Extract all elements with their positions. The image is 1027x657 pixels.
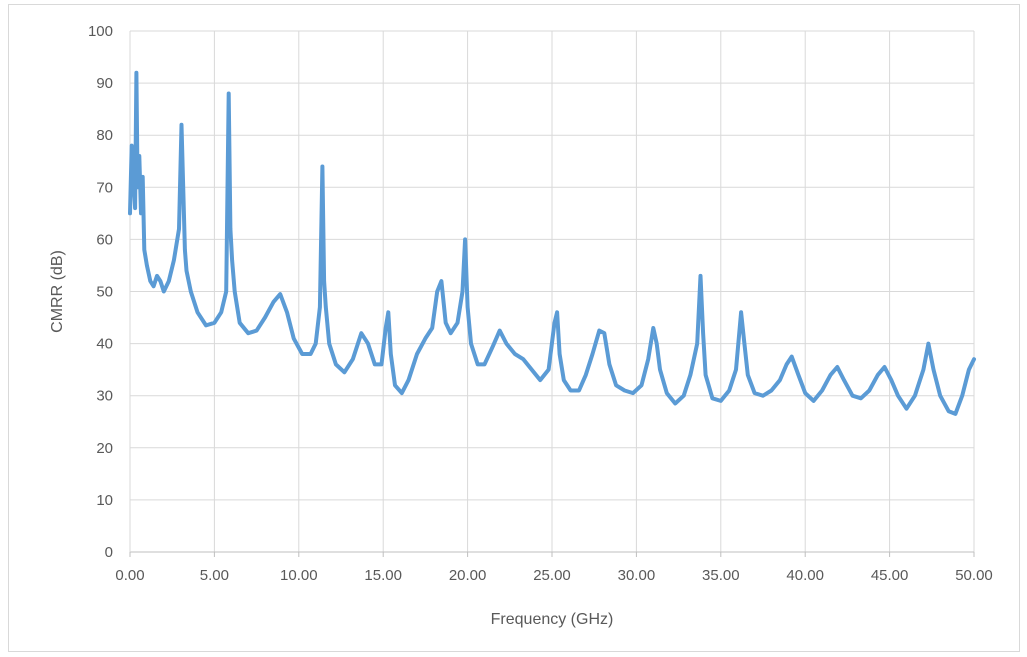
y-tick-label: 80	[96, 127, 113, 144]
y-tick-label: 10	[96, 492, 113, 509]
axes	[129, 31, 975, 557]
tick-labels: 0 10 20 30 40 50 60 70 80 90 100 0.00 5.00 10.00 15.00…	[88, 23, 993, 584]
x-tick-label: 45.00	[871, 567, 909, 584]
x-tick-label: 40.00	[786, 567, 824, 584]
y-tick-label: 30	[96, 388, 113, 405]
x-tick-label: 0.00	[115, 567, 144, 584]
x-tick-label: 10.00	[280, 567, 318, 584]
chart-area	[8, 4, 1020, 652]
x-tick-label: 30.00	[618, 567, 656, 584]
y-tick-label: 90	[96, 75, 113, 92]
y-tick-label: 20	[96, 440, 113, 457]
x-tick-label: 20.00	[449, 567, 487, 584]
x-tick-label: 25.00	[533, 567, 571, 584]
x-tick-label: 50.00	[955, 567, 993, 584]
y-tick-label: 40	[96, 336, 113, 353]
gridlines	[130, 30, 975, 552]
x-tick-label: 15.00	[364, 567, 402, 584]
x-axis-title: Frequency (GHz)	[491, 611, 614, 628]
y-tick-label: 50	[96, 284, 113, 301]
y-tick-label: 60	[96, 231, 113, 248]
x-tick-label: 35.00	[702, 567, 740, 584]
y-axis-title: CMRR (dB)	[49, 250, 66, 333]
series-line-1	[128, 70, 976, 416]
y-tick-label: 70	[96, 179, 113, 196]
x-tick-label: 5.00	[200, 567, 229, 584]
y-tick-label: 0	[105, 544, 113, 561]
series-layer	[128, 70, 976, 416]
y-tick-label: 100	[88, 23, 113, 40]
